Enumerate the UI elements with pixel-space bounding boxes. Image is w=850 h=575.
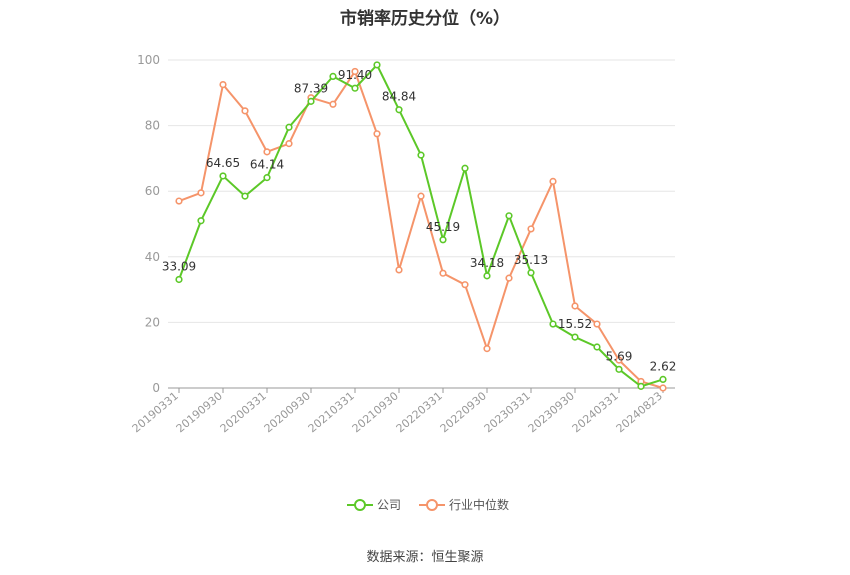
data-point-company (351, 84, 359, 92)
data-point-company (461, 164, 469, 172)
data-point-industry (263, 148, 271, 156)
data-point-industry (197, 189, 205, 197)
data-point-company (307, 97, 315, 105)
data-point-company (241, 192, 249, 200)
data-point-industry (417, 192, 425, 200)
data-point-industry (571, 302, 579, 310)
data-label: 91.40 (338, 68, 372, 82)
data-label: 35.13 (514, 253, 548, 267)
data-label: 34.18 (470, 256, 504, 270)
chart-title: 市销率历史分位（%） (339, 9, 511, 29)
data-point-industry (549, 177, 557, 185)
x-tick-label: 20230930 (526, 389, 577, 435)
data-label: 45.19 (426, 220, 460, 234)
data-point-company (263, 174, 271, 182)
y-tick-label: 80 (145, 119, 160, 133)
data-point-company (197, 217, 205, 225)
x-tick-label: 20220930 (438, 389, 489, 435)
legend-industry-label: 行业中位数 (449, 498, 510, 512)
data-point-company (395, 106, 403, 114)
data-point-industry (615, 356, 623, 364)
y-tick-label: 20 (145, 315, 160, 329)
legend-industry-symbol (419, 498, 446, 512)
data-point-industry (219, 80, 227, 89)
data-point-industry (373, 130, 381, 138)
x-tick-label: 20230331 (482, 389, 533, 435)
data-point-company (175, 275, 183, 284)
data-point-industry (175, 197, 183, 205)
data-label: 2.62 (650, 359, 677, 373)
data-point-company (593, 343, 601, 351)
x-tick-label: 20190930 (174, 389, 225, 435)
data-point-company (285, 123, 293, 131)
chart-legend: 公司 行业中位数 (347, 496, 527, 513)
legend-item-company[interactable]: 公司 (347, 496, 401, 513)
legend-item-industry[interactable]: 行业中位数 (419, 496, 509, 513)
data-label: 5.69 (606, 349, 633, 363)
data-point-company (527, 269, 535, 277)
data-point-company (615, 365, 623, 373)
data-point-company (505, 212, 513, 220)
data-point-industry (285, 140, 293, 148)
x-tick-label: 20220331 (394, 389, 445, 435)
data-point-company (483, 272, 491, 280)
data-point-company (659, 375, 667, 384)
data-source-note: 数据来源：恒生聚源 (366, 550, 484, 565)
data-point-company (373, 61, 381, 69)
x-tick-label: 20240331 (570, 389, 621, 435)
data-label: 33.09 (162, 259, 196, 273)
data-point-industry (593, 320, 601, 328)
data-label: 87.39 (294, 81, 328, 95)
data-point-industry (461, 281, 469, 289)
data-point-company (637, 382, 645, 390)
data-point-industry (395, 266, 403, 274)
data-point-company (219, 172, 227, 180)
data-point-industry (329, 100, 337, 108)
y-tick-label: 100 (137, 53, 160, 67)
data-point-company (571, 333, 579, 341)
x-tick-label: 20210930 (350, 389, 401, 435)
x-tick-label: 20190331 (130, 389, 181, 435)
legend-company-symbol (347, 498, 373, 512)
x-tick-label: 20240823 (614, 389, 665, 435)
data-point-company (439, 236, 447, 244)
x-tick-label: 20210331 (306, 389, 357, 435)
series-line-company (178, 63, 664, 388)
data-point-company (549, 320, 557, 328)
y-tick-label: 0 (152, 381, 160, 395)
data-point-industry (505, 274, 513, 282)
x-tick-label: 20200930 (262, 389, 313, 435)
data-label: 84.84 (382, 90, 416, 104)
data-point-industry (351, 67, 359, 76)
data-point-industry (439, 269, 447, 277)
x-tick-label: 20200331 (218, 389, 269, 435)
data-point-company (329, 72, 337, 80)
data-point-industry (241, 107, 249, 115)
series-line-industry (178, 70, 664, 389)
data-point-industry (483, 345, 491, 353)
legend-company-label: 公司 (377, 498, 402, 512)
y-tick-label: 60 (145, 184, 160, 198)
data-point-company (417, 151, 425, 159)
data-point-industry (659, 384, 667, 392)
data-label: 64.65 (206, 156, 240, 170)
y-tick-label: 40 (145, 250, 160, 264)
data-label: 15.52 (558, 317, 592, 331)
data-point-industry (527, 225, 535, 233)
data-label: 64.14 (250, 158, 284, 172)
